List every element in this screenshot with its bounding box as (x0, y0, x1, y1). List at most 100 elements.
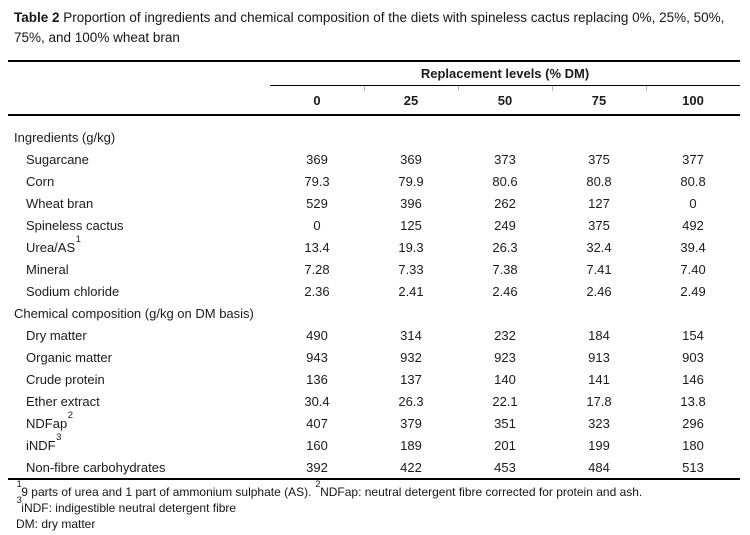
section-heading: Ingredients (g/kg) (14, 129, 116, 145)
cell-value: 184 (588, 327, 610, 343)
row-label: Organic matter (26, 349, 112, 365)
cell-value: 140 (494, 371, 516, 387)
table-row: Sugarcane 369 369 373 375 377 (8, 148, 740, 170)
row-label: Non-fibre carbohydrates (26, 459, 166, 475)
cell-value: 127 (588, 195, 610, 211)
table-row: Spineless cactus 0 125 249 375 492 (8, 214, 740, 236)
table-row: Urea/AS1 13.4 19.3 26.3 32.4 39.4 (8, 233, 740, 258)
table-row: Corn 79.3 79.9 80.6 80.8 80.8 (8, 170, 740, 192)
cell-value: 39.4 (680, 239, 706, 255)
row-label: NDFap2 (26, 409, 73, 431)
cell-value: 7.40 (680, 261, 706, 277)
cell-value: 351 (494, 415, 516, 431)
data-table: Replacement levels (% DM) 0 25 50 75 100… (8, 60, 741, 480)
empty-header-cell (8, 61, 270, 86)
row-label: Dry matter (26, 327, 87, 343)
spanner-label: Replacement levels (% DM) (270, 61, 741, 86)
footnote-marker: 3 (56, 431, 62, 443)
cell-value: 262 (494, 195, 516, 211)
cell-value: 484 (588, 459, 610, 475)
cell-value: 0 (689, 195, 697, 211)
cell-value: 375 (588, 217, 610, 233)
cell-value: 79.3 (304, 173, 330, 189)
footnotes: 19 parts of urea and 1 part of ammonium … (16, 478, 748, 532)
cell-value: 529 (306, 195, 328, 211)
footnote-line: 3iNDF: indigestible neutral detergent fi… (16, 494, 237, 515)
row-label: Spineless cactus (26, 217, 124, 233)
cell-value: 2.36 (304, 283, 330, 299)
cell-value: 180 (682, 437, 704, 453)
cell-value: 932 (400, 349, 422, 365)
cell-value: 903 (682, 349, 704, 365)
table-row: Dry matter 490 314 232 184 154 (8, 324, 740, 346)
footnote-marker: 1 (75, 233, 81, 245)
cell-value: 373 (494, 151, 516, 167)
cell-value: 422 (400, 459, 422, 475)
table-number: Table 2 (14, 10, 60, 25)
cell-value: 125 (400, 217, 422, 233)
cell-value: 249 (494, 217, 516, 233)
table-row: iNDF3 160 189 201 199 180 (8, 431, 740, 456)
table-row: Mineral 7.28 7.33 7.38 7.41 7.40 (8, 258, 740, 280)
footnote-line: 19 parts of urea and 1 part of ammonium … (16, 478, 643, 499)
row-label: iNDF3 (26, 431, 62, 453)
cell-value: 407 (306, 415, 328, 431)
cell-value: 2.46 (492, 283, 518, 299)
table-row: Sodium chloride 2.36 2.41 2.46 2.46 2.49 (8, 280, 740, 302)
section-heading: Chemical composition (g/kg on DM basis) (14, 305, 254, 321)
cell-value: 379 (400, 415, 422, 431)
cell-value: 453 (494, 459, 516, 475)
table-row: NDFap2 407 379 351 323 296 (8, 409, 740, 434)
spanner-row: Replacement levels (% DM) (8, 61, 741, 86)
empty-header-cell (8, 85, 270, 116)
cell-value: 79.9 (398, 173, 424, 189)
cell-value: 146 (682, 371, 704, 387)
row-label: Urea/AS1 (26, 233, 81, 255)
table-row: Non-fibre carbohydrates 392 422 453 484 513 (8, 456, 740, 479)
cell-value: 392 (306, 459, 328, 475)
row-label: Corn (26, 173, 55, 189)
cell-value: 154 (682, 327, 704, 343)
cell-value: 30.4 (304, 393, 330, 409)
table-caption-text: Proportion of ingredients and chemical c… (14, 10, 725, 45)
footnote-marker: 3 (16, 494, 22, 506)
cell-value: 137 (400, 371, 422, 387)
cell-value: 7.33 (398, 261, 424, 277)
column-header-75: 75 (552, 85, 646, 116)
section-heading-row: Chemical composition (g/kg on DM basis) (8, 302, 740, 324)
table-body: Ingredients (g/kg) Sugarcane 369 369 373 375 3… (8, 115, 740, 479)
cell-value: 296 (682, 415, 704, 431)
cell-value: 923 (494, 349, 516, 365)
table-header: Replacement levels (% DM) 0 25 50 75 100 (8, 61, 741, 116)
cell-value: 7.41 (586, 261, 612, 277)
footnote-marker: 1 (16, 478, 22, 490)
table-row: Wheat bran 529 396 262 127 0 (8, 192, 740, 214)
footnote-marker: 2 (315, 478, 321, 490)
cell-value: 80.8 (586, 173, 612, 189)
column-header-50: 50 (458, 85, 552, 116)
column-header-25: 25 (364, 85, 458, 116)
cell-value: 80.6 (492, 173, 518, 189)
footnote-marker: 2 (67, 409, 73, 421)
section-heading-row: Ingredients (g/kg) (8, 115, 740, 148)
cell-value: 0 (313, 217, 321, 233)
cell-value: 17.8 (586, 393, 612, 409)
cell-value: 199 (588, 437, 610, 453)
row-label: Sugarcane (26, 151, 89, 167)
table-row: Organic matter 943 932 923 913 903 (8, 346, 740, 368)
cell-value: 490 (306, 327, 328, 343)
cell-value: 26.3 (492, 239, 518, 255)
row-label: Sodium chloride (26, 283, 120, 299)
footnote-line: DM: dry matter (16, 517, 96, 531)
cell-value: 314 (400, 327, 422, 343)
cell-value: 7.38 (492, 261, 518, 277)
row-label: Ether extract (26, 393, 100, 409)
cell-value: 26.3 (398, 393, 424, 409)
cell-value: 160 (306, 437, 328, 453)
column-header-0: 0 (270, 85, 364, 116)
cell-value: 943 (306, 349, 328, 365)
row-label: Crude protein (26, 371, 105, 387)
cell-value: 136 (306, 371, 328, 387)
table-row: Crude protein 136 137 140 141 146 (8, 368, 740, 390)
